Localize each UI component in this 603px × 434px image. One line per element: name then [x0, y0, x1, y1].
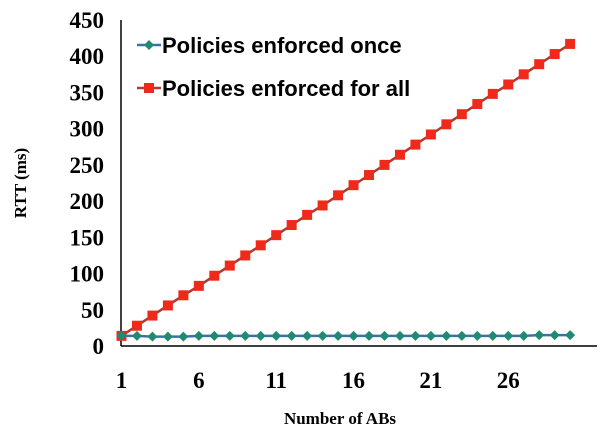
- data-point: [224, 330, 235, 341]
- y-tick-label: 450: [70, 8, 105, 33]
- x-tick-label: 6: [193, 368, 205, 393]
- data-point: [193, 280, 204, 291]
- data-point: [441, 119, 452, 130]
- data-point: [224, 260, 235, 271]
- y-tick-label: 300: [70, 117, 105, 142]
- plot-area: [116, 38, 576, 342]
- data-point: [503, 330, 514, 341]
- data-point: [255, 240, 266, 251]
- legend-entry-once: Policies enforced once: [137, 33, 402, 58]
- data-point: [131, 320, 142, 331]
- data-point: [394, 149, 405, 160]
- data-point: [271, 230, 282, 241]
- x-axis-title: Number of ABs: [284, 409, 396, 428]
- data-point: [472, 99, 483, 110]
- legend: Policies enforced once Policies enforced…: [137, 33, 410, 101]
- data-point: [131, 330, 142, 341]
- data-point: [394, 330, 405, 341]
- data-point: [534, 59, 545, 70]
- data-point: [518, 330, 529, 341]
- data-point: [209, 330, 220, 341]
- data-point: [333, 190, 344, 201]
- data-point: [456, 330, 467, 341]
- x-tick-label: 26: [497, 368, 520, 393]
- data-point: [317, 330, 328, 341]
- data-point: [348, 330, 359, 341]
- data-point: [487, 88, 498, 99]
- y-tick-label: 50: [81, 298, 104, 323]
- x-tick-label: 1: [116, 368, 128, 393]
- y-tick-label: 350: [70, 80, 105, 105]
- series-once: [116, 330, 576, 342]
- legend-swatch-once-marker: [144, 40, 154, 50]
- data-point: [410, 330, 421, 341]
- data-point: [487, 330, 498, 341]
- y-tick-labels: 0 50 100 150 200 250 300 350 400 450: [70, 8, 105, 359]
- y-tick-label: 200: [70, 189, 105, 214]
- data-point: [503, 79, 514, 90]
- data-point: [441, 330, 452, 341]
- data-point: [178, 331, 189, 342]
- x-tick-label: 16: [342, 368, 365, 393]
- data-point: [302, 209, 313, 220]
- y-axis-title: RTT (ms): [11, 148, 30, 218]
- data-point: [425, 330, 436, 341]
- series-line: [121, 333, 571, 338]
- data-point: [302, 330, 313, 341]
- y-tick-label: 400: [70, 44, 105, 69]
- data-point: [379, 159, 390, 170]
- data-point: [193, 330, 204, 341]
- y-tick-label: 100: [70, 262, 105, 287]
- data-point: [209, 270, 220, 281]
- y-tick-label: 250: [70, 153, 105, 178]
- data-point: [255, 330, 266, 341]
- data-point: [286, 220, 297, 231]
- data-point: [271, 330, 282, 341]
- x-tick-labels: 1 6 11 16 21 26: [116, 368, 520, 393]
- data-point: [364, 170, 375, 181]
- data-point: [425, 129, 436, 140]
- data-point: [178, 290, 189, 301]
- data-point: [240, 330, 251, 341]
- y-tick-label: 150: [70, 225, 105, 250]
- legend-label-all: Policies enforced for all: [162, 76, 410, 101]
- x-tick-label: 21: [419, 368, 442, 393]
- data-point: [410, 139, 421, 150]
- data-point: [317, 200, 328, 211]
- data-point: [162, 300, 173, 311]
- data-point: [534, 330, 545, 341]
- data-point: [286, 330, 297, 341]
- data-point: [549, 49, 560, 60]
- data-point: [240, 250, 251, 261]
- legend-label-once: Policies enforced once: [162, 33, 402, 58]
- series-all: [116, 38, 576, 341]
- data-point: [116, 330, 127, 341]
- data-point: [147, 331, 158, 342]
- data-point: [348, 180, 359, 191]
- data-point: [379, 330, 390, 341]
- data-point: [549, 330, 560, 341]
- legend-entry-all: Policies enforced for all: [137, 76, 410, 101]
- data-point: [147, 310, 158, 321]
- data-point: [472, 330, 483, 341]
- data-point: [518, 69, 529, 80]
- data-point: [333, 330, 344, 341]
- data-point: [364, 330, 375, 341]
- legend-swatch-all-marker: [144, 83, 154, 93]
- data-point: [565, 38, 576, 49]
- x-tick-label: 11: [265, 368, 287, 393]
- data-point: [162, 331, 173, 342]
- data-point: [565, 330, 576, 341]
- data-point: [456, 109, 467, 120]
- y-tick-label: 0: [93, 334, 105, 359]
